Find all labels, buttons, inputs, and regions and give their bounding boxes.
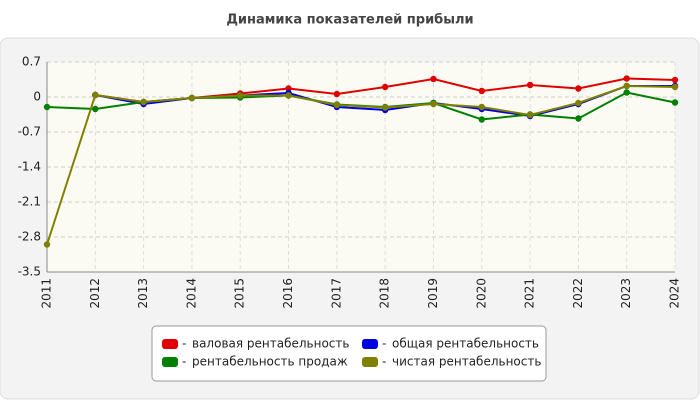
legend-swatch — [162, 339, 178, 349]
legend-label: рентабельность продаж — [192, 355, 348, 369]
point — [526, 81, 534, 89]
point — [333, 101, 341, 109]
point — [188, 94, 196, 102]
point — [575, 85, 582, 92]
point — [623, 75, 630, 82]
x-tick-label: 2023 — [619, 278, 633, 309]
x-tick-label: 2022 — [571, 278, 585, 309]
point — [92, 91, 99, 99]
point — [526, 111, 534, 119]
y-tick-label: -0.7 — [18, 125, 41, 139]
x-tick-label: 2021 — [523, 278, 537, 309]
point — [478, 103, 485, 111]
chart-title: Динамика показателей прибыли — [226, 13, 473, 28]
legend-dash: - — [382, 355, 386, 369]
point — [333, 90, 341, 98]
y-tick-label: 0.7 — [22, 55, 41, 69]
x-tick-label: 2013 — [136, 278, 150, 309]
x-tick-label: 2017 — [329, 278, 343, 309]
plot-area — [47, 62, 675, 272]
point — [43, 103, 51, 111]
y-tick-label: 0 — [33, 90, 41, 104]
y-tick-label: -2.8 — [18, 230, 41, 244]
x-tick-label: 2012 — [88, 278, 102, 309]
series-line — [46, 84, 676, 245]
x-tick-label: 2016 — [281, 278, 295, 309]
x-tick-label: 2019 — [426, 278, 440, 309]
legend-swatch — [362, 339, 378, 349]
point — [285, 85, 292, 92]
y-tick-label: -3.5 — [18, 265, 41, 279]
point — [43, 241, 51, 248]
x-tick-label: 2011 — [40, 278, 54, 309]
x-tick-label: 2018 — [378, 278, 392, 309]
point — [623, 89, 630, 96]
legend-dash: - — [182, 355, 186, 369]
x-tick-label: 2020 — [474, 278, 488, 309]
point — [623, 82, 630, 90]
legend — [151, 325, 547, 382]
point — [140, 98, 147, 106]
point — [381, 104, 389, 111]
y-tick-label: -1.4 — [18, 160, 41, 174]
point — [671, 76, 679, 84]
legend-label: валовая рентабельность — [192, 337, 349, 351]
legend-label: общая рентабельность — [392, 337, 539, 351]
point — [92, 105, 99, 113]
point — [671, 99, 679, 106]
point — [671, 83, 679, 91]
point — [237, 92, 244, 99]
legend-dash: - — [382, 337, 386, 351]
legend-swatch — [362, 357, 378, 367]
x-tick-label: 2024 — [668, 278, 682, 309]
point — [430, 100, 437, 108]
point — [430, 75, 437, 83]
y-tick-label: -2.1 — [18, 195, 41, 209]
point — [285, 92, 292, 99]
x-tick-label: 2014 — [184, 278, 198, 309]
legend-dash: - — [182, 337, 186, 351]
point — [478, 116, 485, 123]
x-tick-label: 2015 — [233, 278, 247, 309]
legend-label: чистая рентабельность — [392, 355, 541, 369]
point — [575, 115, 582, 122]
point — [575, 99, 582, 107]
legend-swatch — [162, 357, 178, 367]
point — [381, 83, 389, 91]
point — [478, 87, 485, 95]
